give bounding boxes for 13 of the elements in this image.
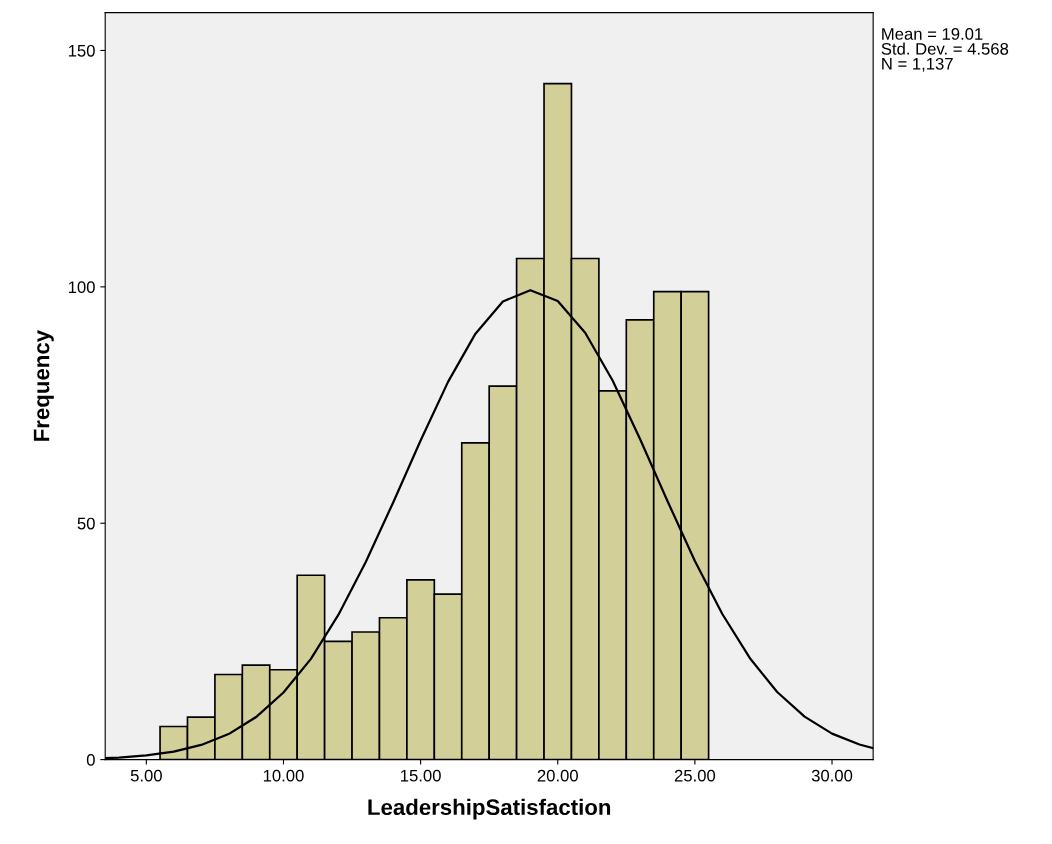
- x-tick-label: 15.00: [401, 769, 441, 782]
- x-tick-label: 5.00: [130, 769, 162, 782]
- x-tick-label: 20.00: [537, 769, 578, 782]
- y-tick-label: 50: [77, 517, 95, 530]
- x-tick-label: 30.00: [811, 769, 853, 782]
- y-tick-label: 150: [68, 44, 95, 57]
- x-tick-label: 10.00: [263, 769, 304, 782]
- y-tick-label: 100: [68, 281, 95, 294]
- x-axis-title: LeadershipSatisfaction: [368, 798, 611, 820]
- text: Mean = 19.01 Std. Dev. = 4.568 N = 1,137: [881, 28, 1009, 72]
- y-tick-label: 0: [86, 754, 95, 766]
- y-axis-title: Frequency: [33, 330, 54, 441]
- x-tick-label: 25.00: [674, 769, 716, 782]
